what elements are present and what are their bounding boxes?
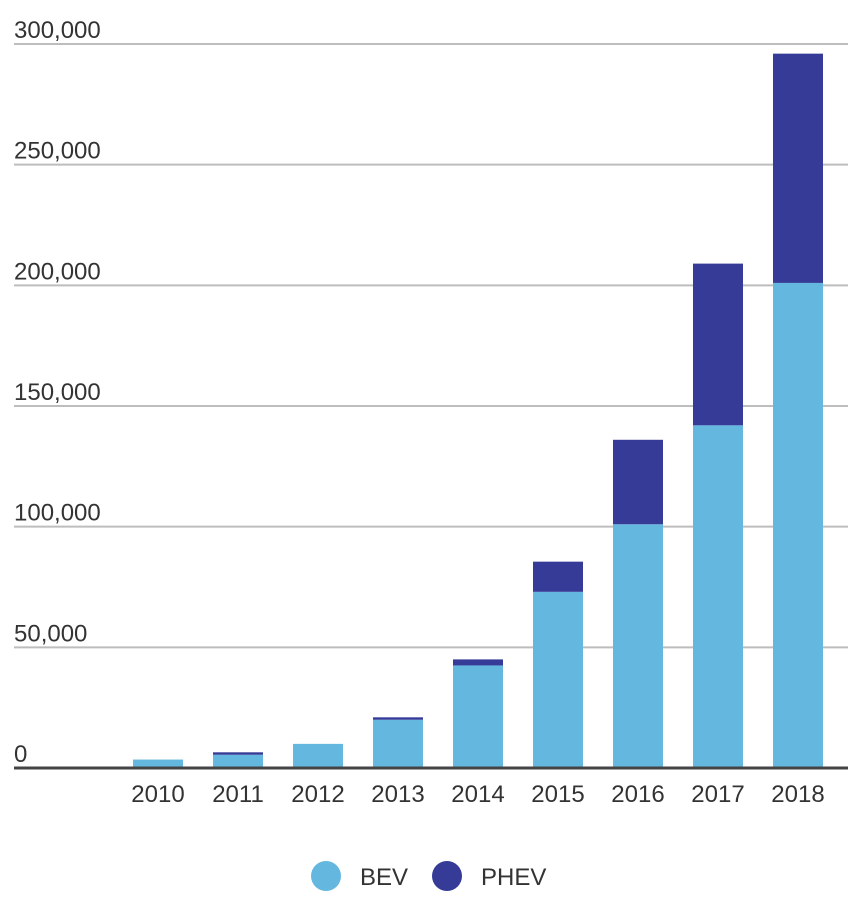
bar-bev-2012: [293, 743, 343, 768]
y-tick-label: 100,000: [14, 500, 101, 527]
y-tick-label: 50,000: [14, 620, 87, 647]
bar-phev-2011: [213, 752, 263, 755]
x-tick-label: 2015: [531, 781, 584, 808]
x-tick-label: 2010: [131, 781, 184, 808]
bar-bev-2018: [773, 282, 823, 768]
y-tick-label: 300,000: [14, 17, 101, 44]
bar-phev-2013: [373, 717, 423, 720]
y-tick-label: 150,000: [14, 379, 101, 406]
bar-bev-2015: [533, 591, 583, 768]
x-tick-label: 2011: [212, 781, 264, 808]
y-tick-label: 200,000: [14, 258, 101, 285]
bars: [133, 53, 823, 768]
y-tick-label: 0: [14, 741, 27, 768]
bar-bev-2011: [213, 754, 263, 768]
y-axis-ticks: 0 50,000 100,000 150,000 200,000 250,000 300,0…: [14, 17, 101, 768]
x-tick-label: 2013: [371, 781, 424, 808]
bar-phev-2014: [453, 659, 503, 666]
x-tick-label: 2018: [771, 781, 824, 808]
legend-bev-swatch: [311, 861, 341, 891]
x-tick-label: 2012: [291, 781, 344, 808]
bar-phev-2015: [533, 561, 583, 592]
legend-phev-label: PHEV: [481, 864, 546, 891]
bar-bev-2017: [693, 425, 743, 768]
x-tick-label: 2014: [451, 781, 504, 808]
bar-bev-2010: [133, 759, 183, 768]
legend-bev-label: BEV: [360, 864, 408, 891]
legend: BEV PHEV: [311, 861, 546, 891]
bar-bev-2013: [373, 719, 423, 768]
x-axis-ticks: 2010 2011 2012 2013 2014 2015 2016 2017 2018: [131, 781, 824, 808]
legend-phev-swatch: [432, 861, 462, 891]
bar-phev-2017: [693, 263, 743, 426]
bar-bev-2014: [453, 665, 503, 768]
bar-phev-2018: [773, 53, 823, 283]
x-tick-label: 2016: [611, 781, 664, 808]
bar-bev-2016: [613, 524, 663, 768]
x-tick-label: 2017: [691, 781, 744, 808]
bar-phev-2016: [613, 439, 663, 525]
y-tick-label: 250,000: [14, 138, 101, 165]
